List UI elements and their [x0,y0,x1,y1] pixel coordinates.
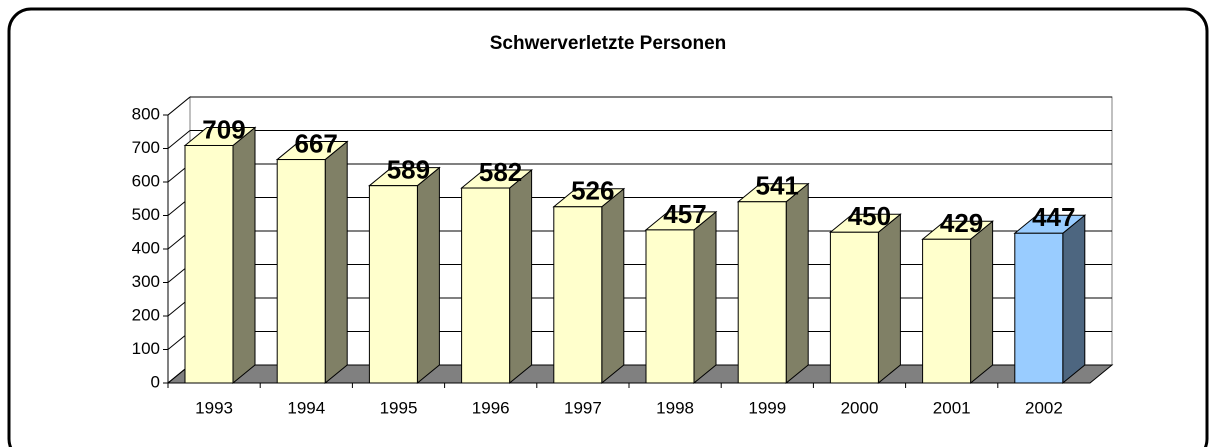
bar [184,144,234,384]
bar [737,201,787,384]
data-label: 429 [940,208,983,238]
y-tick-label: 800 [132,104,160,123]
bar [645,229,695,384]
data-label: 457 [663,199,706,229]
y-tick-label: 0 [151,372,160,391]
x-tick-label: 1998 [656,398,694,417]
bar-side [1062,214,1086,385]
grid-line [167,96,191,116]
bar-side [785,182,809,385]
grid-line [167,130,191,149]
bar [1014,232,1064,384]
x-tick-label: 2000 [841,398,879,417]
bar [553,206,603,384]
bar-side [601,187,625,385]
bar-side [509,168,533,385]
data-label: 541 [756,171,799,201]
data-label: 450 [848,201,891,231]
y-tick-label: 700 [132,138,160,157]
bar-side [232,126,256,385]
data-label: 526 [571,176,614,206]
bar [276,159,326,384]
y-tick-label: 500 [132,205,160,224]
data-label: 709 [202,114,245,144]
bar-side [970,220,994,385]
bar-side [324,140,348,385]
x-tick-label: 1994 [287,398,325,417]
bar [922,238,972,384]
bar-side [877,213,901,385]
y-tick-label: 100 [132,339,160,358]
bar [461,187,511,384]
data-label: 589 [387,155,430,185]
data-label: 582 [479,157,522,187]
data-label: 447 [1032,202,1075,232]
x-tick-label: 1999 [748,398,786,417]
x-tick-label: 2002 [1025,398,1063,417]
y-tick-label: 400 [132,238,160,257]
bar [829,231,879,384]
x-tick-label: 1997 [564,398,602,417]
y-tick-label: 300 [132,272,160,291]
x-tick-label: 2001 [933,398,971,417]
bar-side [693,210,717,385]
bar-side [416,166,440,385]
data-label: 667 [295,128,338,158]
x-tick-label: 1993 [195,398,233,417]
x-tick-label: 1995 [380,398,418,417]
x-tick-label: 1996 [472,398,510,417]
bar [368,185,418,384]
y-tick-label: 600 [132,171,160,190]
chart-title: Schwerverletzte Personen [490,33,727,54]
y-tick-label: 200 [132,305,160,324]
